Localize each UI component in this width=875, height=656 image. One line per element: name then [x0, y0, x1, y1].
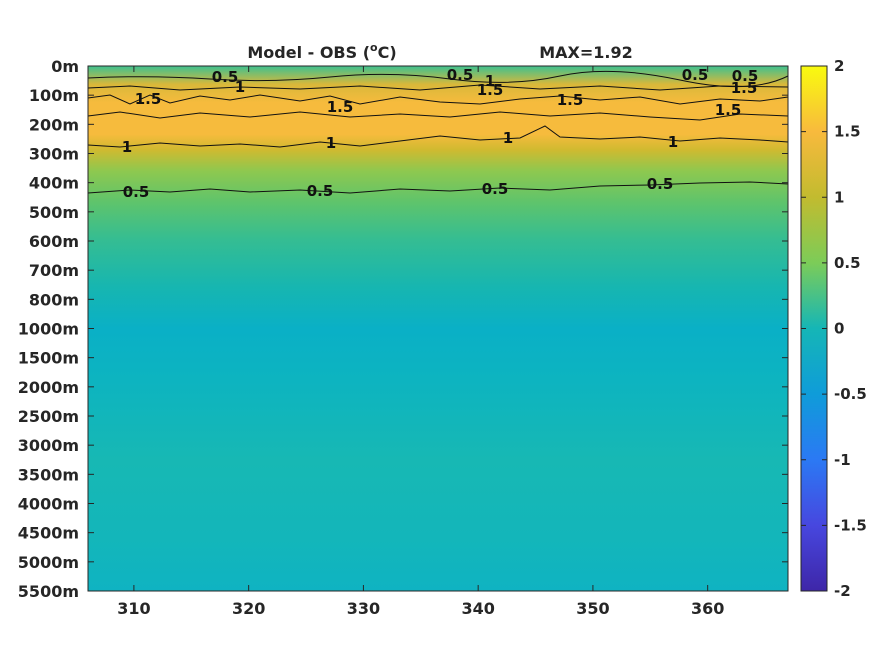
contour-label: 0.5 [682, 66, 709, 84]
contour-label: 0.5 [307, 182, 334, 200]
y-tick-label: 4500m [18, 524, 79, 543]
colorbar-tick-label: -2 [834, 582, 851, 600]
y-tick-label: 2000m [18, 378, 79, 397]
x-axis: 310 320 330 340 350 360 [117, 66, 724, 618]
contour-label: 0.5 [212, 68, 239, 86]
colorbar-tick-label: -1.5 [834, 516, 867, 534]
contour-line-1-lower [87, 125, 789, 148]
y-tick-label: 300m [29, 145, 79, 164]
y-tick-label: 100m [29, 86, 79, 105]
contour-line-0.5-surface [87, 70, 789, 88]
contour-label: 0.5 [482, 180, 509, 198]
contour-label: 1.5 [477, 81, 504, 99]
contour-label: 1 [235, 78, 245, 96]
x-tick-label: 340 [461, 599, 494, 618]
contour-label: 1 [485, 72, 495, 90]
y-tick-label: 1000m [18, 320, 79, 339]
colorbar-tick-label: 0 [834, 320, 844, 338]
colorbar-tick-label: 1 [834, 188, 844, 206]
contour-label: 1 [122, 138, 132, 156]
contour-labels: 0.5 0.5 0.5 0.51 11.5 1.5 1.51.51.5 1.51 1 1 10.5 0… [122, 66, 759, 201]
colorbar-tick-label: -1 [834, 451, 851, 469]
contour-label: 1 [668, 133, 678, 151]
colorbar-tick-label: -0.5 [834, 385, 867, 403]
contour-label: 0.5 [647, 175, 674, 193]
contour-label: 0.5 [123, 183, 150, 201]
y-tick-label: 700m [29, 261, 79, 280]
y-tick-label: 200m [29, 115, 79, 134]
contour-label: 1.5 [327, 98, 354, 116]
contour-label: 1.5 [731, 79, 758, 97]
heatmap-field [88, 66, 788, 591]
x-tick-label: 320 [232, 599, 265, 618]
contour-label: 1 [503, 129, 513, 147]
y-tick-label: 5000m [18, 553, 79, 572]
colorbar-tick-label: 0.5 [834, 254, 861, 272]
contour-label: 0.5 [447, 66, 474, 84]
contour-line-1.5-upper [87, 94, 789, 105]
y-tick-label: 3500m [18, 465, 79, 484]
max-label: MAX=1.92 [539, 43, 633, 62]
contour-label: 0.5 [732, 67, 759, 85]
chart-title: Model - OBS (oC) [247, 41, 396, 62]
y-tick-label: 400m [29, 174, 79, 193]
y-tick-label: 3000m [18, 436, 79, 455]
colorbar-tick-label: 1.5 [834, 123, 861, 141]
x-tick-label: 350 [576, 599, 609, 618]
y-tick-label: 1500m [18, 349, 79, 368]
x-tick-label: 310 [117, 599, 150, 618]
colorbar-ticks: 2 1.5 1 0.5 0 -0.5 -1 -1.5 -2 [801, 57, 867, 600]
contour-line-0.5-lower [87, 181, 789, 194]
x-tick-label: 330 [347, 599, 380, 618]
y-tick-label: 2500m [18, 407, 79, 426]
contour-line-1.5-lower [87, 111, 789, 121]
contour-line-1-upper [87, 84, 789, 91]
y-tick-label: 5500m [18, 582, 79, 601]
y-tick-label: 0m [51, 57, 79, 76]
colorbar-tick-label: 2 [834, 57, 844, 75]
contour-lines [87, 70, 789, 194]
contour-label: 1.5 [557, 91, 584, 109]
y-axis: 0m 100m 200m 300m 400m 500m 600m 700m 800m 1000m 1… [18, 57, 788, 601]
y-tick-label: 500m [29, 203, 79, 222]
contour-label: 1.5 [135, 90, 162, 108]
contour-label: 1.5 [715, 101, 742, 119]
x-tick-label: 360 [691, 599, 724, 618]
y-tick-label: 4000m [18, 495, 79, 514]
y-tick-label: 600m [29, 232, 79, 251]
y-tick-label: 800m [29, 290, 79, 309]
contour-label: 1 [326, 134, 336, 152]
